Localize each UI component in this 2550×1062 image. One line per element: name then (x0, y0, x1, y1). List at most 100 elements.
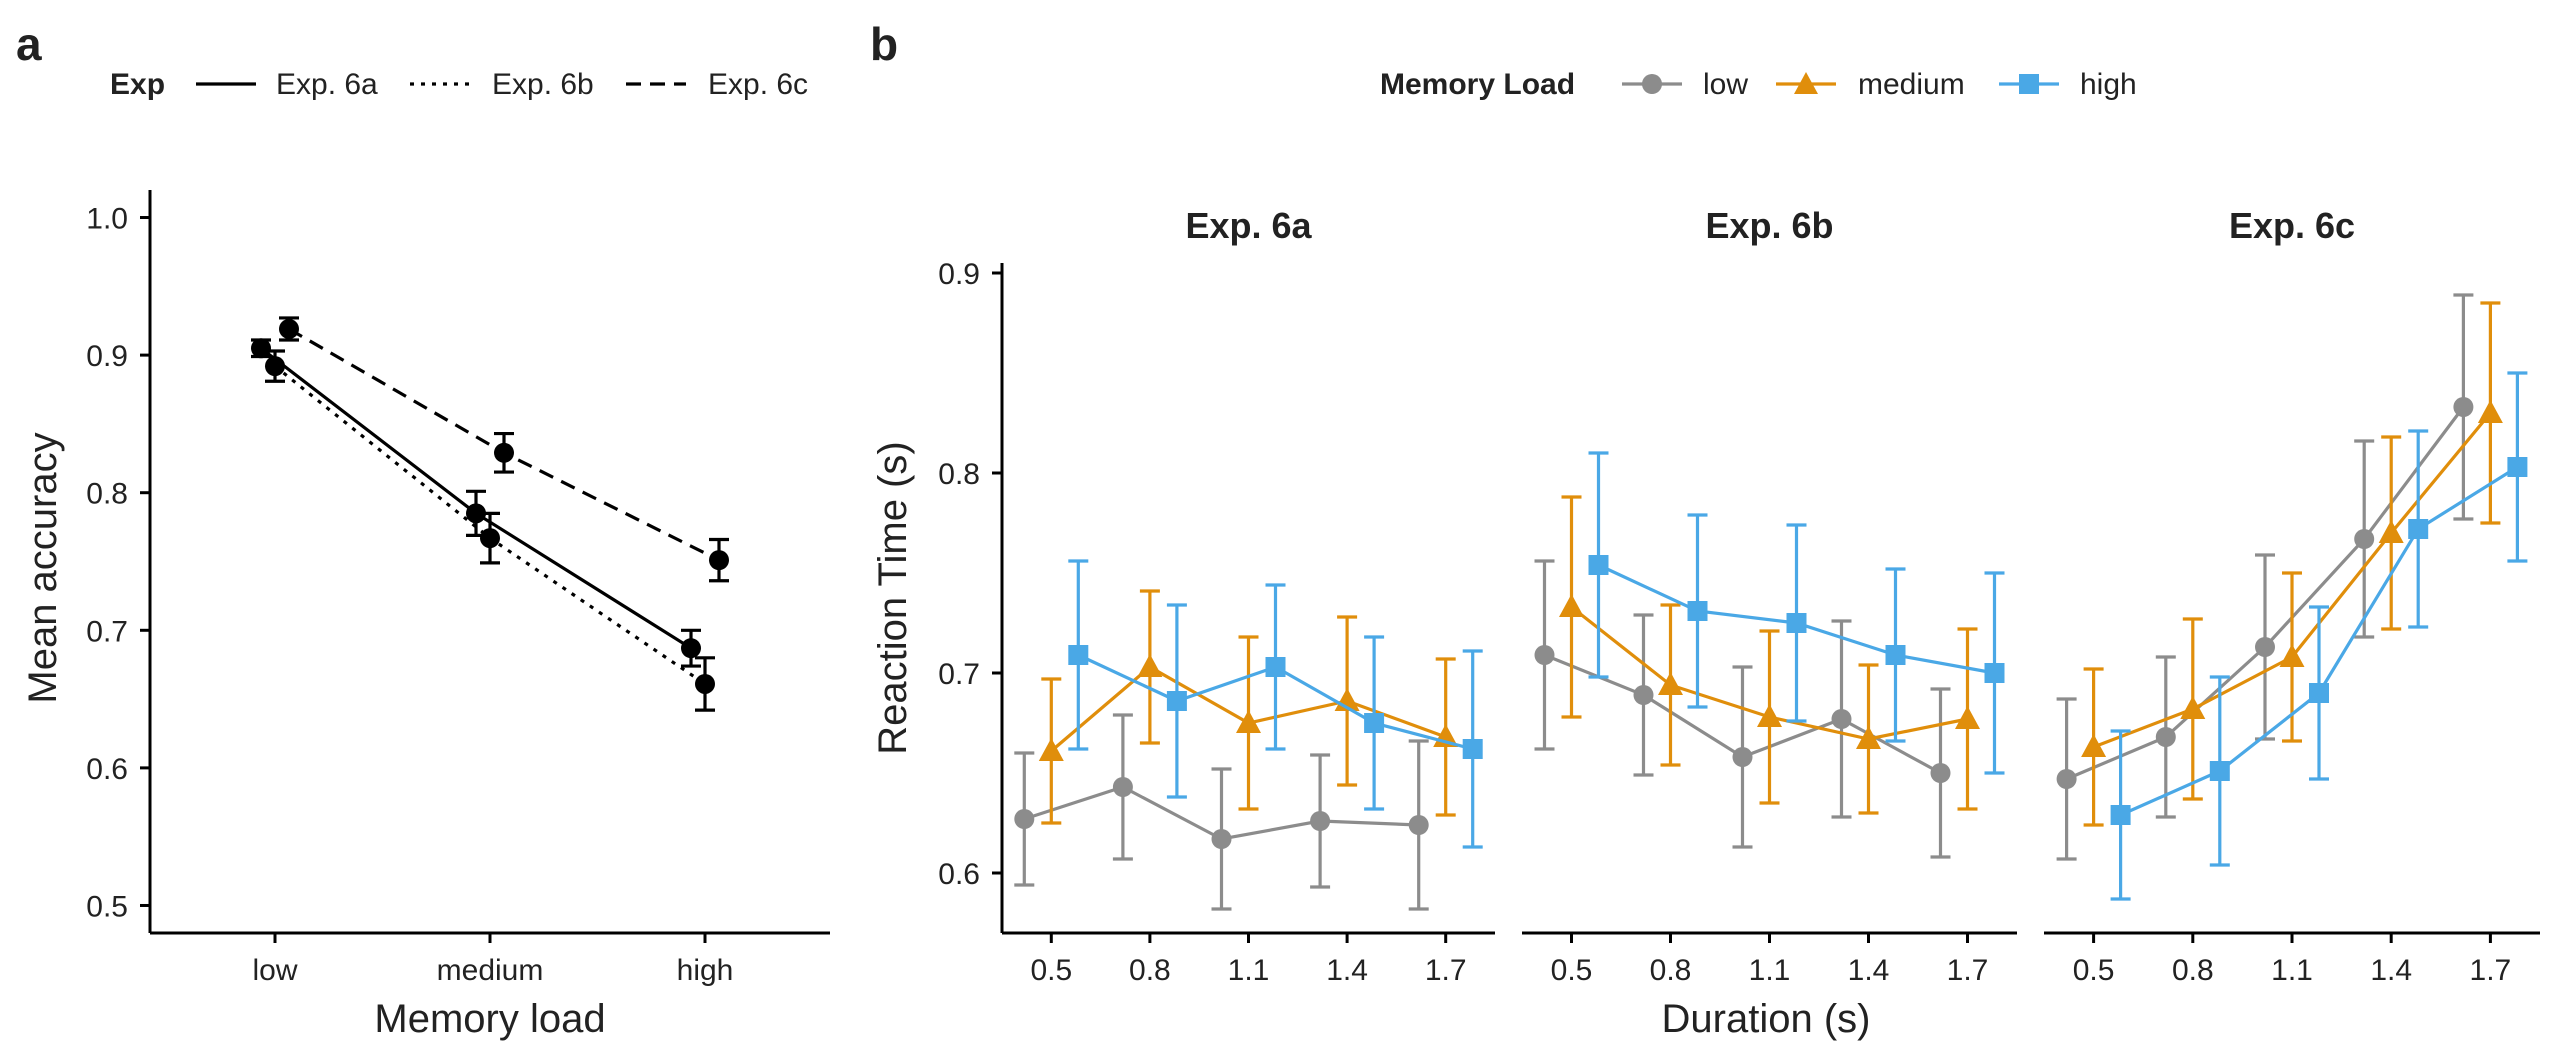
point-exp-6a-low-1 (1112, 777, 1133, 797)
point-exp-6a-high-0 (1068, 645, 1089, 665)
series-exp-6b-high (1588, 451, 2005, 775)
panel-a-x-tick-label-low: low (252, 954, 297, 987)
point-exp-6b-high-2 (1786, 613, 1807, 633)
facet-x-tick-label: 1.7 (2470, 954, 2512, 987)
series-exp-6a-medium (1038, 589, 1459, 825)
point-exp-6c-high-2 (2309, 683, 2329, 703)
point-exp-6b-low-3 (1831, 709, 1852, 729)
series-exp-6c-medium (2081, 301, 2503, 827)
point-exp-6c-medium-3 (2378, 520, 2404, 543)
panel-b-y-tick-label: 0.9 (938, 258, 980, 291)
panel-a-y-tick-label: 0.7 (86, 615, 128, 648)
legend-exp: Exp Exp. 6a Exp. 6b Exp. 6c (110, 68, 808, 101)
legend-high-label: high (2080, 68, 2137, 101)
legend-exp-6c-label: Exp. 6c (708, 68, 808, 101)
panel-a-point-exp-6b-medium (480, 528, 500, 549)
panel-b-y-tick-label: 0.8 (938, 458, 980, 491)
series-exp-6c-low (2056, 293, 2474, 861)
panel-b-plot: 0.60.70.80.9 Exp. 6a0.5 0.8 1.1 1.4 1.7Exp. … (871, 205, 2540, 1041)
facet-x-tick-label: 1.1 (1228, 954, 1270, 987)
point-exp-6b-medium-3 (1856, 726, 1881, 749)
point-exp-6a-low-4 (1408, 815, 1429, 835)
series-exp-6a-low (1014, 713, 1429, 911)
point-exp-6a-low-0 (1014, 809, 1035, 829)
facet-x-tick-label: 1.7 (1947, 954, 1989, 987)
facet-x-tick-label: 0.5 (2073, 954, 2115, 987)
point-exp-6b-medium-0 (1559, 594, 1584, 617)
point-exp-6b-low-0 (1534, 645, 1555, 665)
panel-a-series-exp-6b (265, 349, 715, 712)
panel-a-point-exp-6a-medium (466, 503, 486, 524)
facet-x-tick-label: 1.4 (1848, 954, 1890, 987)
panel-b-x-axis-label: Duration (s) (1662, 997, 1871, 1041)
point-exp-6a-high-3 (1364, 713, 1385, 733)
panel-a-point-exp-6b-high (695, 673, 715, 694)
facet-x-tick-label: 0.5 (1030, 954, 1072, 987)
legend-exp-6a-label: Exp. 6a (276, 68, 378, 101)
point-exp-6a-low-2 (1211, 829, 1232, 849)
point-exp-6b-low-4 (1930, 763, 1951, 783)
point-exp-6c-high-3 (2408, 519, 2429, 539)
facet-exp-6c: Exp. 6c 0.5 0.8 1.1 1.4 1.7 (2044, 205, 2540, 987)
point-exp-6c-low-2 (2255, 637, 2275, 657)
panel-a-point-exp-6b-low (265, 356, 285, 377)
panel-a-y-tick-label: 0.8 (86, 478, 128, 511)
point-exp-6a-high-2 (1265, 657, 1286, 677)
legend-memory-load: Memory Load low medium high (1380, 68, 2137, 101)
panel-a-x-tick-label-medium: medium (437, 954, 544, 987)
panel-a-point-exp-6c-low (279, 318, 299, 339)
facet-x-tick-label: 1.1 (2271, 954, 2313, 987)
legend-low-label: low (1703, 68, 1748, 101)
legend-medium-marker (1794, 72, 1818, 94)
point-exp-6a-low-3 (1310, 811, 1331, 831)
panel-a-point-exp-6a-low (251, 338, 271, 359)
panel-a-series-exp-6a (251, 338, 701, 668)
series-exp-6b-medium (1559, 495, 1980, 815)
point-exp-6c-high-0 (2110, 805, 2131, 825)
point-exp-6c-medium-2 (2279, 644, 2305, 667)
panel-letter-a: a (16, 18, 42, 70)
series-exp-6a-high (1068, 559, 1483, 849)
facet-exp-6a: Exp. 6a 0.5 0.8 1.1 1.4 1.7 (1002, 205, 1495, 987)
panel-b-y-axis-label: Reaction Time (s) (871, 441, 915, 754)
point-exp-6b-low-1 (1633, 685, 1654, 705)
point-exp-6a-medium-0 (1038, 738, 1064, 761)
point-exp-6c-medium-1 (2180, 696, 2206, 719)
point-exp-6a-medium-2 (1236, 710, 1261, 733)
panel-b-y-tick-label: 0.7 (938, 658, 980, 691)
point-exp-6b-low-2 (1732, 747, 1753, 767)
point-exp-6c-low-1 (2155, 727, 2176, 747)
facet-x-tick-label: 0.8 (2172, 954, 2214, 987)
legend-high-marker (2019, 74, 2039, 94)
panel-a-point-exp-6c-medium (494, 442, 514, 463)
point-exp-6a-high-4 (1462, 739, 1483, 759)
legend-memory-load-title: Memory Load (1380, 68, 1575, 101)
panel-a-y-tick-label: 0.9 (86, 340, 128, 373)
panel-a-point-exp-6a-high (681, 638, 701, 659)
facet-title-exp-6b: Exp. 6b (1705, 205, 1833, 246)
panel-a-point-exp-6c-high (709, 550, 729, 571)
facet-exp-6b: Exp. 6b 0.5 0.8 1.1 1.4 1.7 (1522, 205, 2017, 987)
panel-letter-b: b (870, 18, 898, 70)
point-exp-6b-high-0 (1588, 555, 1609, 575)
legend-medium-label: medium (1858, 68, 1965, 101)
panel-a-y-tick-label: 0.6 (86, 753, 128, 786)
series-exp-6c-high (2110, 371, 2528, 901)
point-exp-6b-medium-1 (1658, 672, 1683, 695)
point-exp-6c-medium-0 (2081, 734, 2107, 757)
panel-b-y-tick-label: 0.6 (938, 858, 980, 891)
point-exp-6b-high-3 (1885, 645, 1906, 665)
panel-a-y-tick-label: 1.0 (86, 203, 128, 236)
point-exp-6c-low-4 (2453, 397, 2474, 417)
panel-a-y-axis-label: Mean accuracy (21, 432, 65, 703)
facet-x-tick-label: 0.5 (1551, 954, 1593, 987)
legend-low-marker (1642, 74, 1662, 94)
point-exp-6b-high-4 (1984, 663, 2005, 683)
point-exp-6c-medium-4 (2477, 400, 2503, 423)
point-exp-6a-medium-1 (1137, 654, 1163, 677)
panel-a-x-tick-label-high: high (677, 954, 734, 987)
facet-x-tick-label: 0.8 (1650, 954, 1692, 987)
facet-x-tick-label: 0.8 (1129, 954, 1171, 987)
facet-x-tick-label: 1.7 (1425, 954, 1467, 987)
